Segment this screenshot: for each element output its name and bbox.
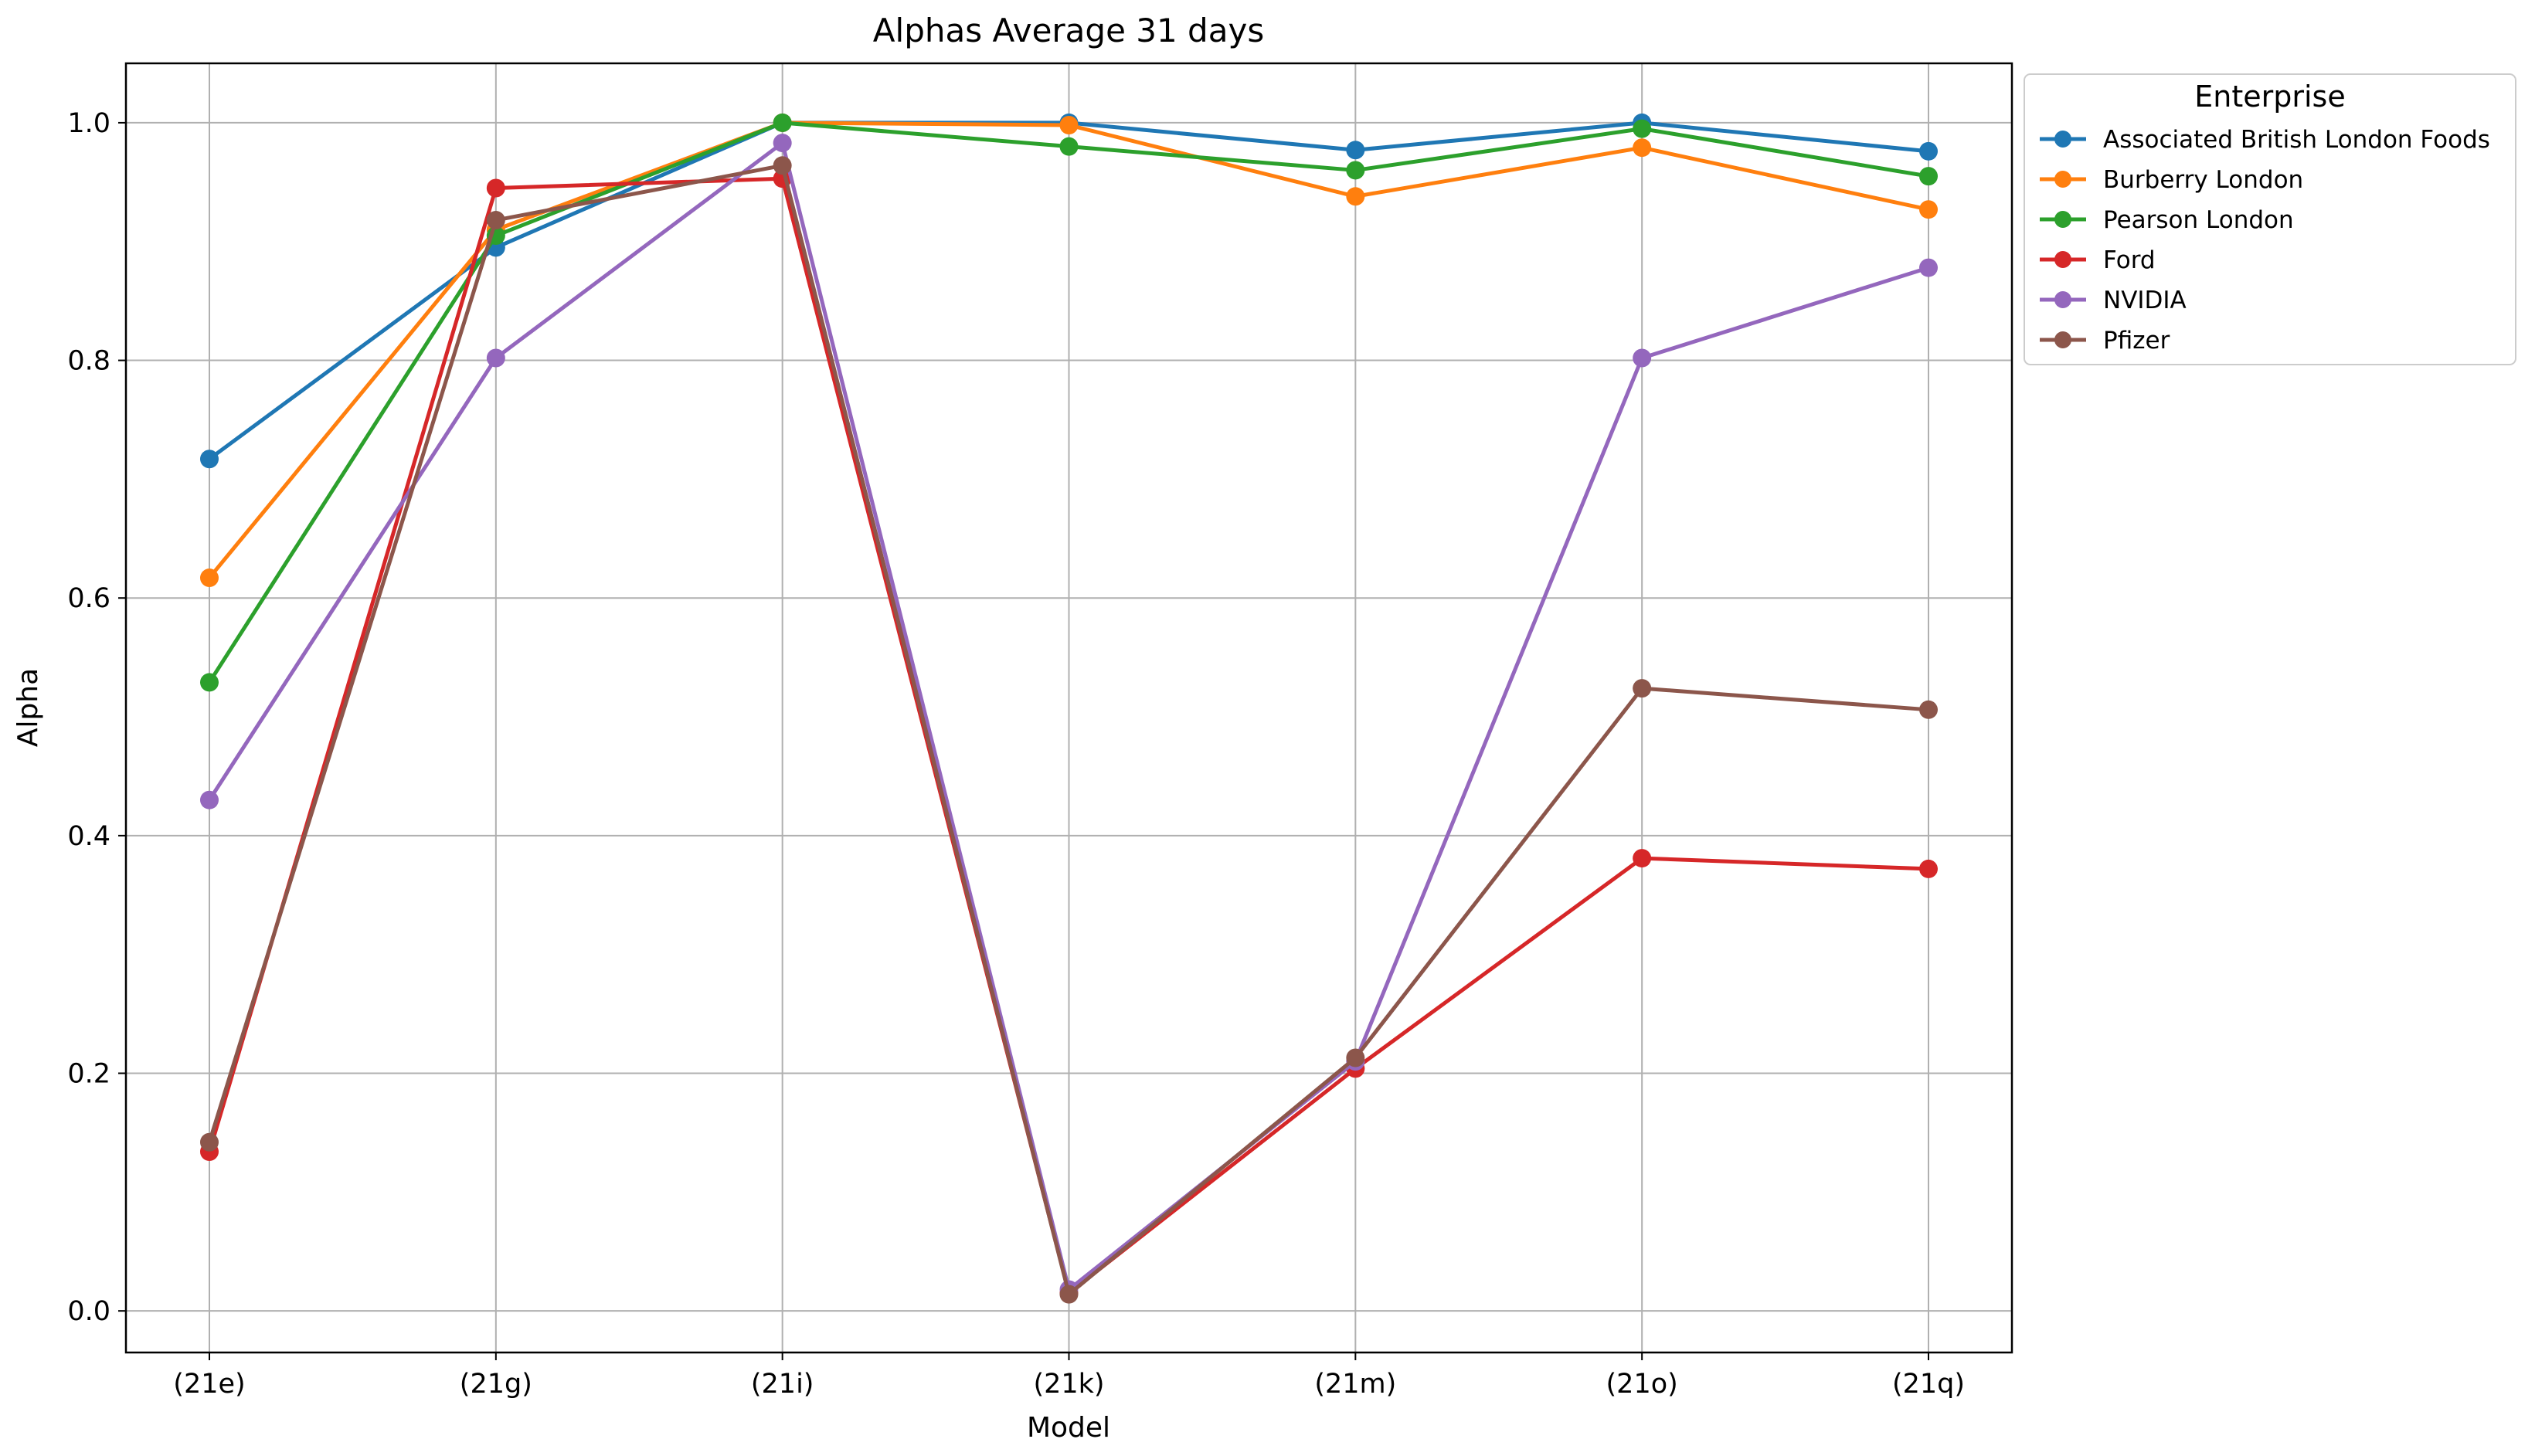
data-point (1346, 141, 1365, 160)
legend-label: Burberry London (2103, 166, 2303, 194)
data-point (1633, 348, 1652, 368)
data-point (486, 211, 505, 230)
series-pearson-london (200, 113, 1938, 692)
data-point (486, 178, 505, 198)
data-point (1633, 679, 1652, 698)
data-point (1919, 141, 1938, 161)
legend-label: Pearson London (2103, 206, 2294, 234)
x-tick-label: (21e) (173, 1369, 245, 1400)
legend-label: Associated British London Foods (2103, 126, 2490, 154)
y-tick-label: 0.8 (67, 346, 110, 377)
y-axis: 0.0 0.2 0.4 0.6 0.8 1.0 (67, 108, 126, 1327)
x-tick-label: (21o) (1606, 1369, 1678, 1400)
legend-items: Associated British London Foods Burberry … (2040, 126, 2490, 355)
series-pfizer (200, 156, 1938, 1304)
legend-marker (2054, 211, 2071, 228)
legend: Enterprise Associated British London Foo… (2024, 73, 2516, 365)
x-tick-label: (21k) (1033, 1369, 1104, 1400)
data-point (200, 568, 219, 588)
data-point (486, 348, 505, 368)
data-point (1346, 161, 1365, 180)
legend-box (2024, 73, 2516, 365)
data-point (1919, 700, 1938, 719)
legend-marker (2054, 291, 2071, 308)
data-point (200, 1132, 219, 1152)
grid (126, 63, 2012, 1352)
data-point (1633, 138, 1652, 158)
data-point (1919, 200, 1938, 219)
legend-marker (2054, 251, 2071, 268)
x-tick-label: (21m) (1314, 1369, 1396, 1400)
y-tick-label: 0.6 (67, 583, 110, 614)
legend-marker (2054, 131, 2071, 148)
x-axis-label: Model (1027, 1412, 1110, 1444)
data-point (200, 790, 219, 809)
data-point (1059, 137, 1079, 156)
x-axis: (21e) (21g) (21i) (21k) (21m) (21o) (21q) (173, 1352, 1965, 1400)
data-point (200, 673, 219, 692)
chart-title: Alphas Average 31 days (873, 12, 1264, 49)
data-point (1059, 115, 1079, 134)
data-point (1633, 849, 1652, 868)
x-tick-label: (21q) (1892, 1369, 1965, 1400)
y-tick-label: 0.4 (67, 821, 110, 852)
data-point (1919, 258, 1938, 277)
data-point (773, 134, 792, 153)
x-tick-label: (21i) (751, 1369, 814, 1400)
y-tick-label: 0.0 (67, 1296, 110, 1327)
legend-label: Pfizer (2103, 327, 2170, 355)
data-point (773, 113, 792, 132)
data-point (1059, 1285, 1079, 1304)
data-point (1346, 187, 1365, 206)
legend-label: Ford (2103, 246, 2156, 274)
x-tick-label: (21g) (460, 1369, 532, 1400)
data-point (1919, 167, 1938, 186)
data-point (1346, 1048, 1365, 1067)
series-layer (200, 113, 1938, 1304)
data-point (773, 156, 792, 175)
y-axis-label: Alpha (12, 668, 44, 747)
data-point (200, 450, 219, 469)
legend-marker (2054, 331, 2071, 348)
y-tick-label: 1.0 (67, 108, 110, 139)
legend-marker (2054, 171, 2071, 188)
legend-title: Enterprise (2194, 80, 2345, 114)
data-point (1633, 119, 1652, 138)
y-tick-label: 0.2 (67, 1059, 110, 1090)
data-point (1919, 859, 1938, 878)
legend-label: NVIDIA (2103, 287, 2187, 314)
